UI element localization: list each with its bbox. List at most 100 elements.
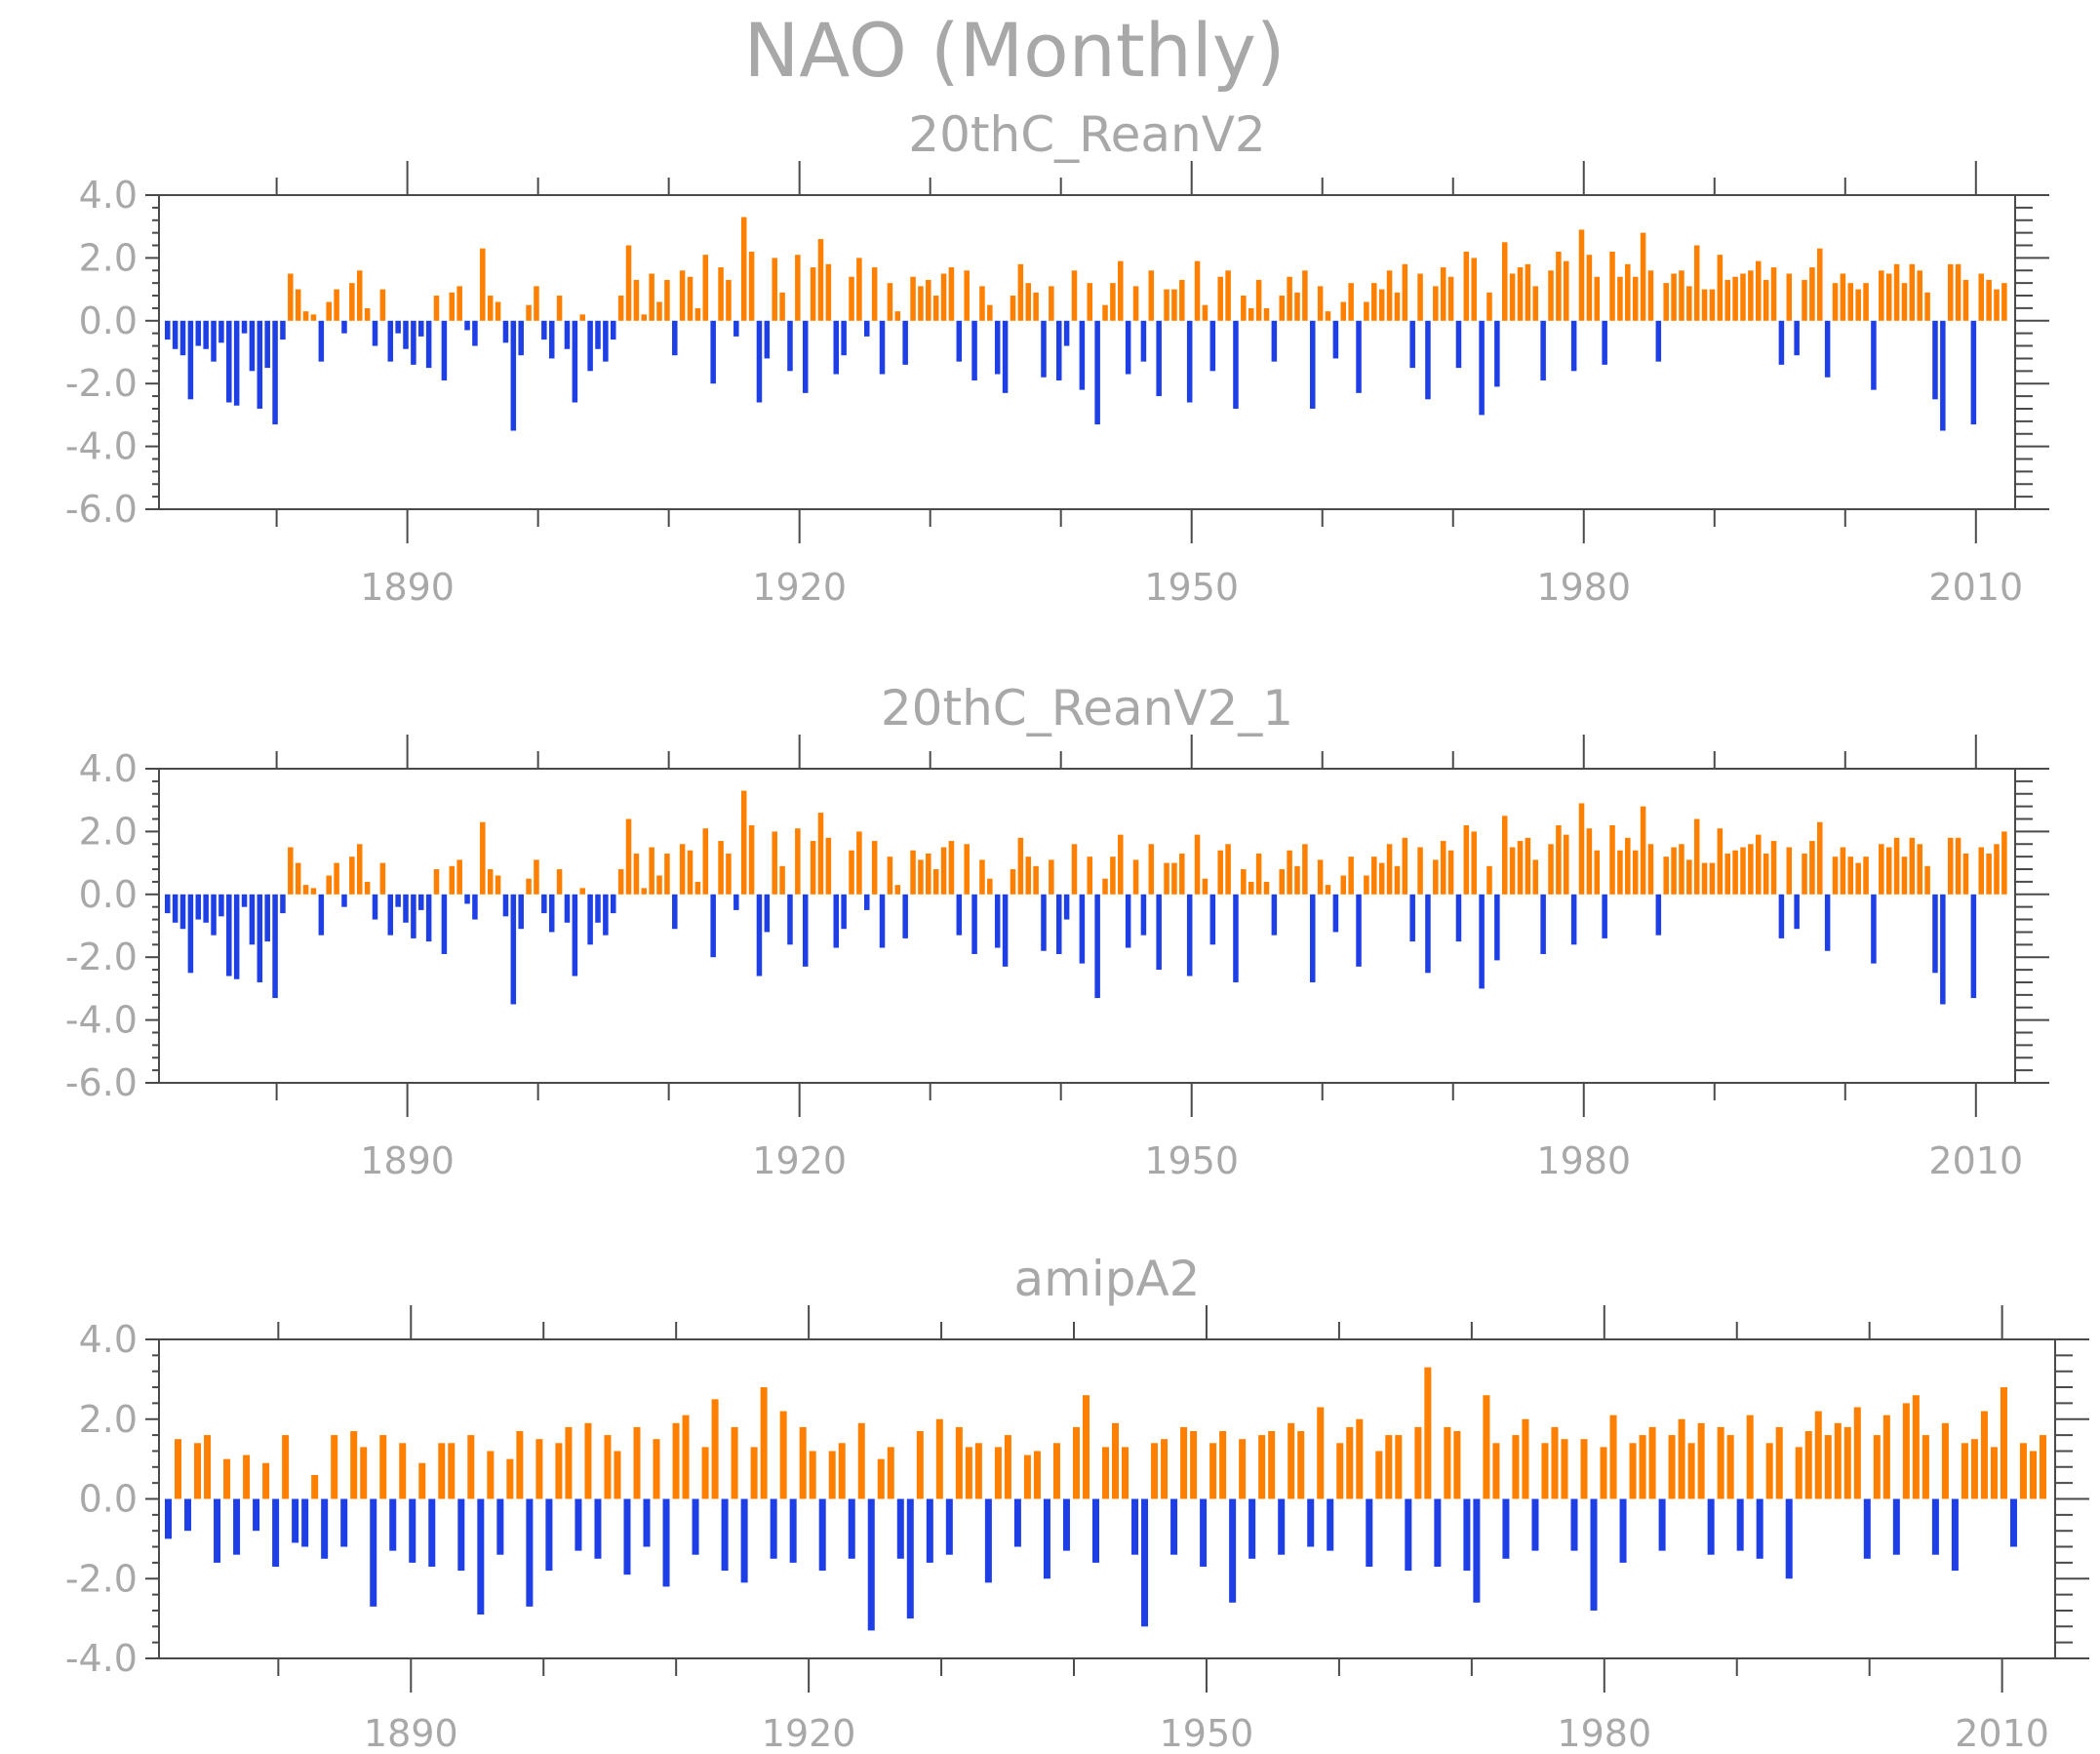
bar <box>464 320 470 331</box>
bar <box>579 888 585 895</box>
bars <box>165 790 2007 1005</box>
bar <box>2001 283 2007 321</box>
bar <box>926 1498 933 1563</box>
bar <box>1317 286 1324 321</box>
bar <box>948 267 955 321</box>
bar <box>1564 260 1569 321</box>
bar <box>748 824 755 895</box>
bar <box>565 1426 573 1499</box>
bar <box>372 894 378 920</box>
bar <box>1202 878 1208 895</box>
bar <box>165 320 171 340</box>
bar <box>249 894 256 945</box>
bar <box>1473 1498 1481 1603</box>
bar <box>1471 831 1477 895</box>
bar <box>1517 841 1524 895</box>
bar <box>702 255 709 321</box>
bar <box>1824 320 1831 378</box>
bar <box>864 894 870 910</box>
bar <box>733 320 739 337</box>
bar <box>1063 894 1070 920</box>
bar <box>272 894 278 999</box>
bar <box>1617 276 1623 321</box>
x-tick-label: 1890 <box>360 566 455 609</box>
bar <box>379 862 386 895</box>
bar <box>1023 1455 1031 1499</box>
bar <box>1033 292 1039 321</box>
bar <box>411 320 416 365</box>
bar <box>662 1498 670 1587</box>
bar <box>1447 850 1454 895</box>
bar <box>1578 229 1585 321</box>
bar <box>1525 837 1531 895</box>
bar <box>349 857 355 895</box>
bar <box>1632 276 1639 321</box>
bar <box>1663 857 1669 895</box>
bar <box>302 885 309 895</box>
bar <box>572 894 578 977</box>
bar <box>1364 875 1369 895</box>
bar <box>1909 837 1916 895</box>
bar <box>495 875 501 895</box>
bar <box>326 875 332 895</box>
bar <box>1348 283 1354 321</box>
bar <box>1994 289 2000 321</box>
bar <box>579 314 585 321</box>
bar <box>364 881 371 895</box>
bar <box>1294 865 1300 895</box>
bar <box>971 894 977 954</box>
bar <box>984 1498 992 1583</box>
bar <box>1463 1498 1471 1572</box>
bar <box>1072 1426 1080 1499</box>
x-tick-label: 1980 <box>1536 566 1631 609</box>
bar <box>1824 894 1831 951</box>
bar <box>184 1498 192 1532</box>
bar <box>1170 1498 1178 1555</box>
bar <box>740 790 747 895</box>
bar <box>1740 273 1746 321</box>
bar <box>487 869 494 895</box>
bar <box>1671 847 1677 895</box>
bar <box>214 1498 221 1563</box>
bar <box>288 847 294 895</box>
bar <box>1640 806 1646 895</box>
bar <box>1763 279 1769 321</box>
bar <box>172 320 178 349</box>
bar <box>795 828 801 895</box>
bar <box>1079 894 1086 964</box>
bar <box>301 1498 309 1547</box>
bar <box>1817 821 1823 895</box>
bar <box>480 821 486 895</box>
bar <box>964 844 970 895</box>
bar <box>480 248 486 321</box>
bar <box>1922 1435 1929 1499</box>
bar <box>1732 850 1738 895</box>
bar <box>389 1498 397 1551</box>
bar <box>1209 894 1216 945</box>
bar <box>1961 1443 1968 1499</box>
bar <box>1871 894 1877 964</box>
bar <box>1279 869 1285 895</box>
bar <box>1556 824 1562 895</box>
bar <box>272 1498 280 1567</box>
bar <box>1002 894 1009 967</box>
bar <box>1707 1498 1715 1555</box>
bar <box>1786 847 1793 895</box>
bar <box>1951 1498 1959 1572</box>
bar <box>879 894 886 948</box>
x-tick-label: 1890 <box>360 1139 455 1182</box>
bar <box>1556 251 1562 321</box>
bar <box>241 320 248 334</box>
bar <box>1229 1498 1237 1603</box>
bar <box>687 850 693 895</box>
bar <box>2029 1451 2037 1499</box>
bar <box>595 894 601 923</box>
bar <box>1440 841 1446 895</box>
bar <box>1609 251 1615 321</box>
bar <box>1726 1435 1734 1499</box>
bar <box>1225 270 1231 321</box>
bar <box>1394 292 1401 321</box>
bar <box>664 279 670 321</box>
bar <box>902 320 908 365</box>
bar <box>1017 837 1024 895</box>
